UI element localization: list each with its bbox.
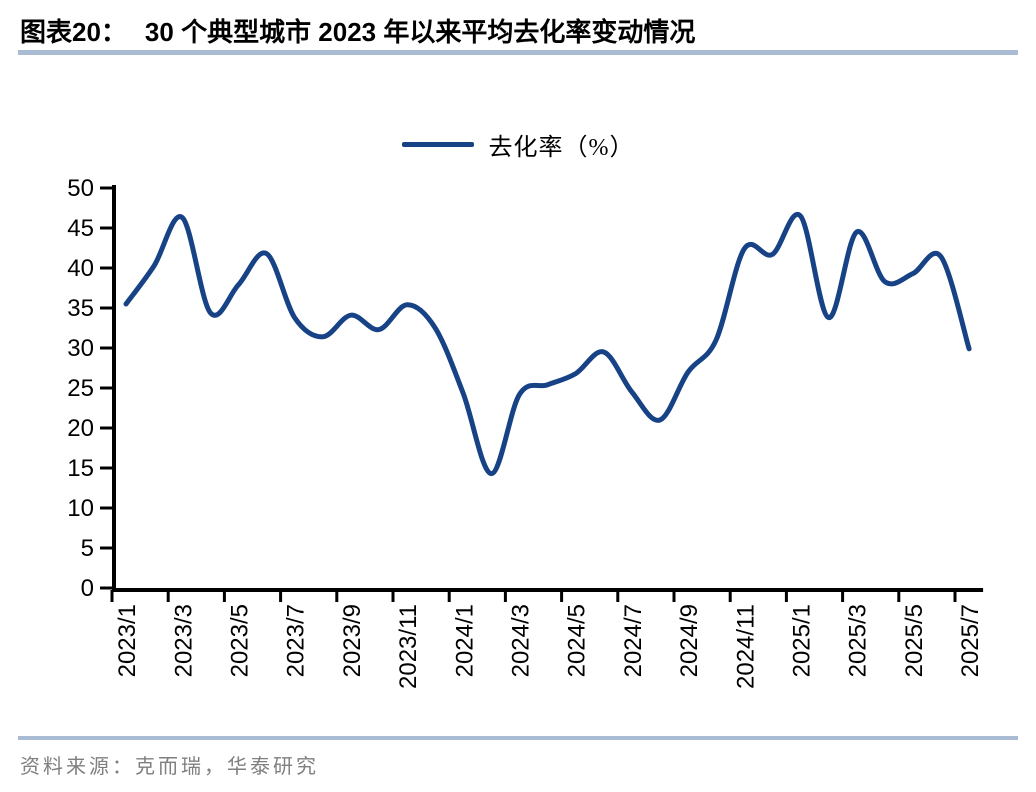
footer-rule xyxy=(18,736,1018,740)
y-axis-tick-label: 35 xyxy=(67,295,94,322)
exhibit-title: 图表20： 30 个典型城市 2023 年以来平均去化率变动情况 xyxy=(20,12,1016,49)
x-axis-tick-label: 2024/11 xyxy=(732,604,759,689)
x-axis-tick-label: 2023/7 xyxy=(283,604,310,677)
y-axis-tick-label: 30 xyxy=(67,335,94,362)
x-axis-tick-label: 2024/7 xyxy=(620,604,647,677)
line-chart-area: 0 5 10 15 20 25 30 35 40 45 50 2023/1 2023/3 2023/5 20… xyxy=(0,170,1036,730)
y-axis-tick-label: 10 xyxy=(67,495,94,522)
chart-legend: 去化率（%） xyxy=(0,126,1036,162)
series-line-destocking-rate xyxy=(123,211,972,477)
x-axis-tick-label: 2024/9 xyxy=(676,604,703,677)
x-axis-tick-label: 2023/5 xyxy=(226,604,253,677)
legend-series-label: 去化率（%） xyxy=(488,134,635,161)
x-axis-tick-label: 2025/1 xyxy=(788,604,815,677)
x-axis-tick-label: 2025/3 xyxy=(845,604,872,677)
x-axis-tick-label: 2025/7 xyxy=(957,604,984,677)
destocking-rate-line-chart: 0 5 10 15 20 25 30 35 40 45 50 2023/1 2023/3 2023/5 20… xyxy=(67,175,984,689)
y-axis-tick-label: 45 xyxy=(67,215,94,242)
x-axis-tick-label: 2023/3 xyxy=(170,604,197,677)
title-underline-rule xyxy=(18,50,1018,55)
legend-line-swatch xyxy=(401,141,474,147)
y-axis-tick-label: 5 xyxy=(81,535,94,562)
x-axis-tick-label: 2023/9 xyxy=(339,604,366,677)
x-axis-tick-label: 2023/1 xyxy=(114,604,141,677)
x-axis-tick-label: 2023/11 xyxy=(395,604,422,689)
x-axis-tick-label: 2024/5 xyxy=(564,604,591,677)
x-axis-tick-label: 2024/3 xyxy=(507,604,534,677)
y-axis-tick-label: 25 xyxy=(67,375,94,402)
exhibit-title-text: 30 个典型城市 2023 年以来平均去化率变动情况 xyxy=(144,17,696,47)
x-axis-tick-label: 2025/5 xyxy=(901,604,928,677)
y-axis-tick-label: 0 xyxy=(81,575,94,602)
exhibit-number-label: 图表20： xyxy=(20,17,127,47)
y-axis-tick-label: 20 xyxy=(67,415,94,442)
y-axis-tick-label: 15 xyxy=(67,455,94,482)
y-axis-tick-label: 40 xyxy=(67,255,94,282)
y-axis-tick-label: 50 xyxy=(67,175,94,202)
source-note: 资料来源：克而瑞，华泰研究 xyxy=(20,756,319,778)
x-axis-tick-label: 2024/1 xyxy=(451,604,478,677)
